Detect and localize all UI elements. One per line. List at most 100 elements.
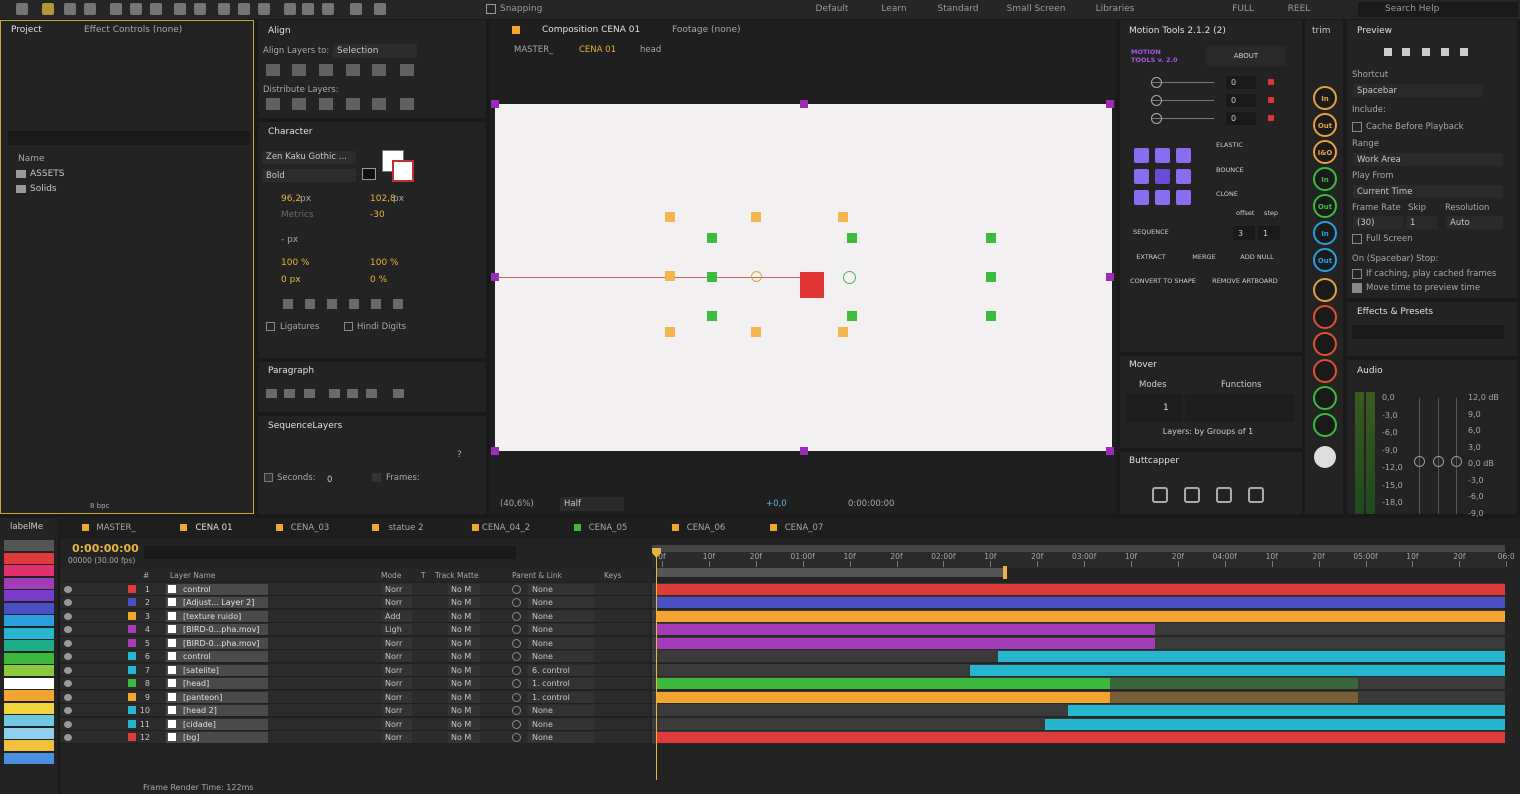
stroke-none[interactable] bbox=[362, 168, 376, 180]
parent-dropdown[interactable] bbox=[528, 651, 594, 663]
frames-checkbox[interactable] bbox=[372, 473, 381, 482]
label-swatch[interactable] bbox=[4, 702, 54, 714]
text-style-button[interactable] bbox=[349, 299, 359, 309]
settings-button[interactable] bbox=[1314, 446, 1336, 468]
matte-dropdown[interactable] bbox=[448, 624, 480, 636]
visibility-toggle[interactable] bbox=[64, 586, 72, 593]
playback-button[interactable] bbox=[1441, 48, 1449, 56]
button-label[interactable]: REMOVE ARTBOARD bbox=[1212, 277, 1278, 285]
paragraph-align[interactable] bbox=[329, 389, 340, 398]
comp-tab[interactable]: CENA_07 bbox=[784, 523, 824, 533]
mode-dropdown[interactable] bbox=[382, 584, 412, 595]
label-swatch[interactable] bbox=[4, 615, 54, 626]
project-item[interactable]: Solids bbox=[30, 184, 57, 194]
caching-checkbox[interactable] bbox=[1352, 269, 1362, 279]
label-swatch[interactable] bbox=[4, 752, 54, 764]
label-color[interactable] bbox=[128, 638, 136, 647]
align-button[interactable] bbox=[292, 64, 306, 76]
layer-name[interactable]: [Adjust... Layer 2] bbox=[183, 598, 255, 608]
tool-icon[interactable] bbox=[218, 3, 230, 15]
matte-dropdown[interactable] bbox=[448, 691, 480, 703]
layer-bar[interactable] bbox=[657, 610, 1505, 622]
label-color[interactable] bbox=[128, 611, 136, 620]
tool-icon[interactable] bbox=[110, 3, 122, 15]
workspace-tab[interactable]: REEL bbox=[1287, 4, 1311, 14]
layer-bar[interactable] bbox=[1068, 705, 1505, 717]
label-color[interactable] bbox=[128, 706, 136, 715]
tool-icon[interactable] bbox=[322, 3, 334, 15]
mode-dropdown[interactable] bbox=[382, 597, 412, 609]
cap-button[interactable] bbox=[1184, 487, 1200, 503]
help-button[interactable]: ? bbox=[457, 450, 462, 460]
label-swatch[interactable] bbox=[4, 627, 54, 639]
parent-pickwhip[interactable] bbox=[512, 706, 521, 716]
text-style-button[interactable] bbox=[393, 299, 403, 309]
mode-dropdown[interactable] bbox=[382, 637, 412, 649]
label-color[interactable] bbox=[128, 719, 136, 728]
layer-name[interactable]: [bg] bbox=[183, 732, 200, 742]
tool-icon[interactable] bbox=[350, 3, 362, 15]
layer-name[interactable]: [BIRD-0...pha.mov] bbox=[183, 638, 260, 648]
tool-icon[interactable] bbox=[174, 3, 186, 15]
character-field[interactable]: px bbox=[300, 194, 312, 204]
matte-dropdown[interactable] bbox=[448, 651, 480, 663]
text-style-button[interactable] bbox=[371, 299, 381, 309]
text-style-button[interactable] bbox=[283, 299, 293, 309]
layer-name[interactable]: control bbox=[183, 652, 211, 662]
parent-pickwhip[interactable] bbox=[512, 692, 521, 702]
trace-button[interactable] bbox=[1313, 413, 1337, 437]
resolution-dropdown[interactable] bbox=[560, 497, 624, 511]
parent-dropdown[interactable] bbox=[528, 624, 594, 636]
label-swatch[interactable] bbox=[4, 665, 54, 676]
anchor-grid-button[interactable] bbox=[1134, 169, 1149, 184]
trim-button[interactable] bbox=[1313, 248, 1337, 272]
align-button[interactable] bbox=[372, 64, 386, 76]
trace-button[interactable] bbox=[1313, 359, 1337, 383]
align-button[interactable] bbox=[266, 64, 280, 76]
label-swatch[interactable] bbox=[4, 565, 54, 576]
mode-dropdown[interactable] bbox=[382, 651, 412, 663]
distribute-button[interactable] bbox=[346, 98, 360, 110]
parent-dropdown[interactable] bbox=[528, 678, 594, 690]
trim-button[interactable] bbox=[1313, 140, 1337, 164]
paragraph-align[interactable] bbox=[284, 389, 295, 398]
label-swatch[interactable] bbox=[4, 715, 54, 726]
button-label[interactable]: SEQUENCE bbox=[1133, 228, 1169, 236]
parent-dropdown[interactable] bbox=[528, 664, 594, 676]
tool-icon[interactable] bbox=[84, 3, 96, 15]
anchor-grid-button[interactable] bbox=[1155, 169, 1170, 184]
trim-button[interactable] bbox=[1313, 167, 1337, 191]
cap-button[interactable] bbox=[1216, 487, 1232, 503]
label-swatch[interactable] bbox=[4, 740, 54, 751]
tool-icon[interactable] bbox=[64, 3, 76, 15]
parent-pickwhip[interactable] bbox=[512, 652, 521, 662]
distribute-button[interactable] bbox=[400, 98, 414, 110]
parent-dropdown[interactable] bbox=[528, 705, 594, 717]
visibility-toggle[interactable] bbox=[64, 599, 72, 607]
paragraph-align[interactable] bbox=[366, 389, 377, 398]
project-item[interactable]: ASSETS bbox=[30, 169, 65, 179]
parent-pickwhip[interactable] bbox=[512, 732, 521, 742]
anchor-grid-button[interactable] bbox=[1176, 148, 1191, 163]
text-style-button[interactable] bbox=[327, 299, 337, 309]
anchor-grid-button[interactable] bbox=[1155, 148, 1170, 163]
label-color[interactable] bbox=[128, 665, 136, 674]
trim-button[interactable] bbox=[1313, 221, 1337, 245]
tool-icon[interactable] bbox=[194, 3, 206, 15]
character-field[interactable]: - px bbox=[281, 235, 299, 245]
layer-bar[interactable] bbox=[657, 731, 1505, 743]
matte-dropdown[interactable] bbox=[448, 637, 480, 649]
character-field[interactable]: -30 bbox=[370, 210, 385, 220]
visibility-toggle[interactable] bbox=[64, 666, 72, 674]
matte-dropdown[interactable] bbox=[448, 705, 480, 717]
visibility-toggle[interactable] bbox=[64, 733, 72, 741]
play-from-dropdown[interactable] bbox=[1353, 185, 1503, 198]
move-time-checkbox[interactable] bbox=[1352, 283, 1362, 293]
parent-dropdown[interactable] bbox=[528, 597, 594, 609]
workspace-tab[interactable]: Small Screen bbox=[1006, 4, 1066, 14]
matte-dropdown[interactable] bbox=[448, 718, 480, 730]
matte-dropdown[interactable] bbox=[448, 664, 480, 676]
full-screen-checkbox[interactable] bbox=[1352, 234, 1362, 244]
label-swatch[interactable] bbox=[4, 552, 54, 564]
text-style-button[interactable] bbox=[305, 299, 315, 309]
